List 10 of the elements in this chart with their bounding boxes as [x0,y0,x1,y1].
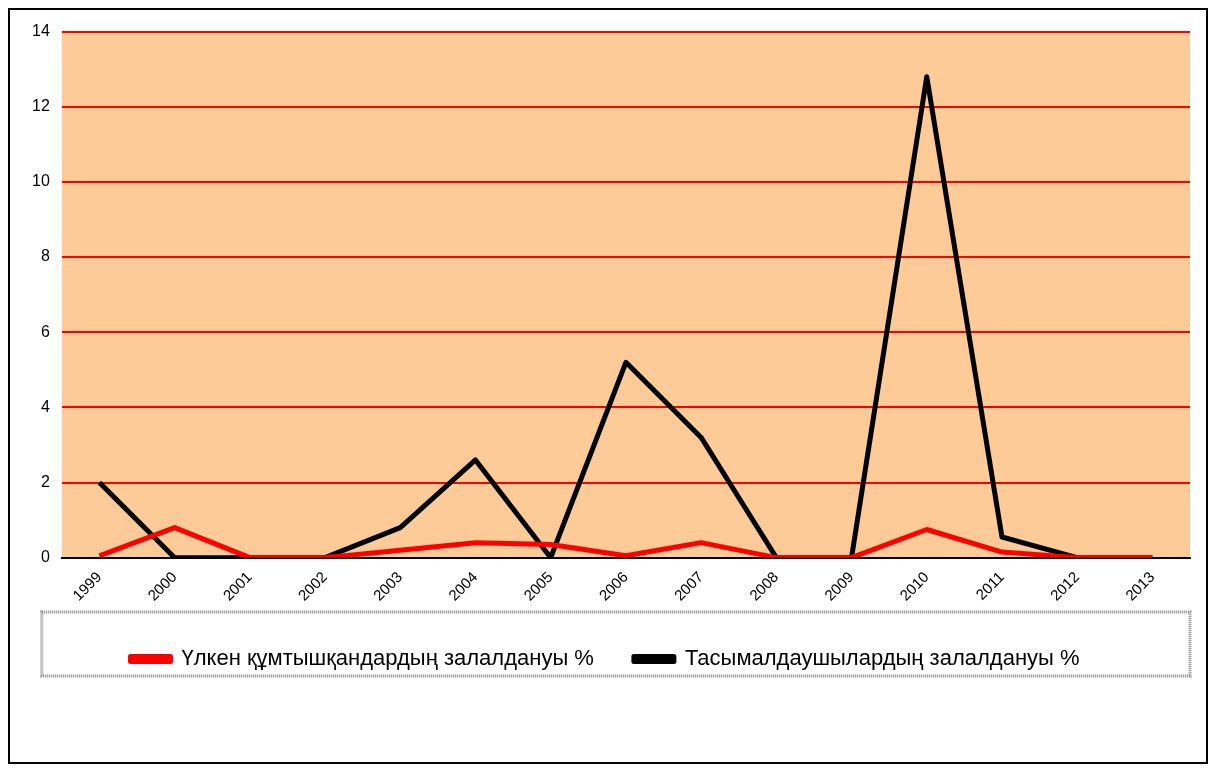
y-tick-label: 12 [32,97,50,115]
y-tick-label: 0 [40,548,50,566]
y-tick-label: 10 [32,172,50,190]
legend-label: Тасымалдаушылардың залалдануы % [684,645,1080,671]
y-tick-label: 6 [40,322,50,340]
y-tick-label: 8 [40,247,50,265]
y-tick-label: 2 [40,472,50,490]
y-tick-label: 14 [32,22,50,40]
y-tick-label: 4 [40,397,50,415]
legend-label: Үлкен құмтышқандардың залалдануы % [181,645,594,671]
